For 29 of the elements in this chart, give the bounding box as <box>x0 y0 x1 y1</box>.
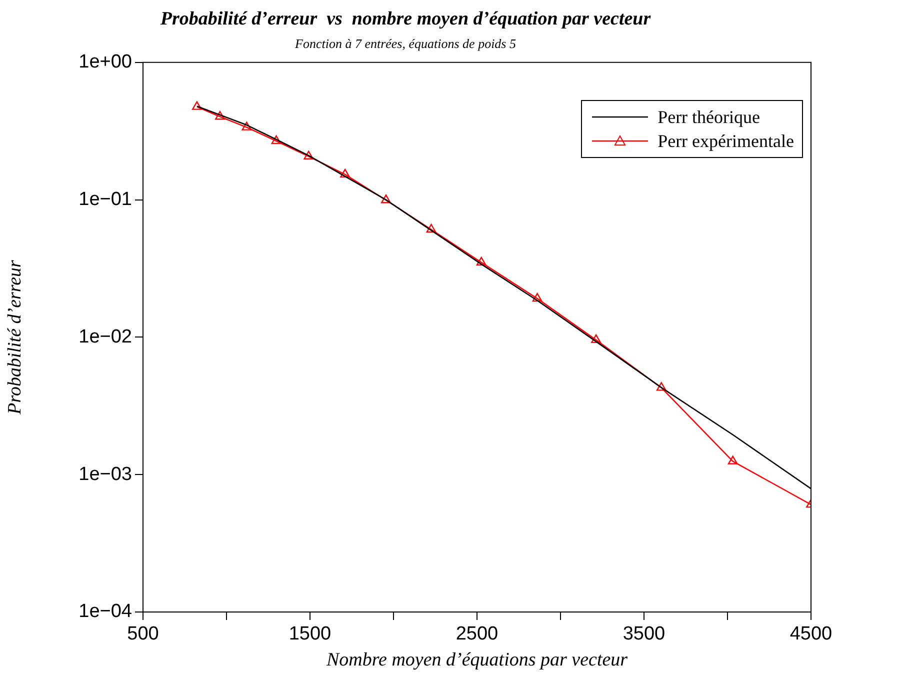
x-tick-label: 4500 <box>790 624 832 645</box>
legend-label: Perr expérimentale <box>658 130 794 152</box>
point <box>381 194 391 204</box>
chart-subtitle: Fonction à 7 entrées, équations de poids 5 <box>294 36 516 52</box>
point <box>591 334 601 344</box>
x-tick-label: 2500 <box>456 624 498 645</box>
x-tick-label: 3500 <box>622 624 666 645</box>
point <box>242 122 252 130</box>
x-tick-label: 1500 <box>288 624 332 645</box>
y-tick-label: 1e−04 <box>78 601 132 622</box>
chart-title: Probabilité d’erreur vs nombre moyen d’équation par vecteur <box>159 8 652 30</box>
point <box>340 168 350 178</box>
point <box>532 292 542 302</box>
point <box>215 111 225 120</box>
point <box>656 382 666 391</box>
point <box>304 150 314 160</box>
point <box>426 224 436 233</box>
point <box>192 101 202 110</box>
legend-label: Perr théorique <box>658 106 760 128</box>
point <box>728 456 738 464</box>
x-tick-label: 500 <box>127 624 159 645</box>
y-axis-title: Probabilité d’erreur <box>4 259 26 416</box>
y-tick-label: 1e−03 <box>78 464 132 485</box>
y-tick-label: 1e−01 <box>78 189 132 210</box>
point <box>271 135 282 144</box>
y-tick-label: 1e−02 <box>78 326 132 348</box>
y-tick-label: 1e+00 <box>78 52 132 73</box>
x-axis-title: Nombre moyen d’équations par vecteur <box>325 650 628 671</box>
point <box>476 256 486 266</box>
